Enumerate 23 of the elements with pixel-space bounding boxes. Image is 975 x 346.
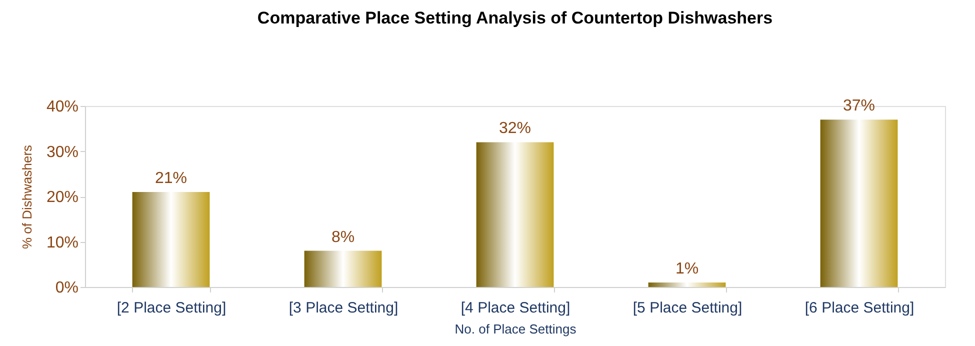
x-tick-label: [6 Place Setting] (804, 300, 914, 316)
data-label: 1% (675, 260, 699, 278)
y-tick-label: 20% (46, 189, 78, 206)
bar (304, 250, 382, 287)
x-tick-label: [5 Place Setting] (632, 300, 742, 316)
data-label: 37% (842, 98, 876, 115)
y-tick-label: 10% (46, 234, 78, 252)
x-tick-label: [3 Place Setting] (288, 300, 398, 316)
bar (648, 282, 726, 287)
y-tick-label: 40% (46, 98, 78, 116)
data-label: 21% (154, 170, 188, 187)
chart-title: Comparative Place Setting Analysis of Countertop Dishwashers (257, 8, 773, 28)
y-axis-title: % of Dishwashers (19, 144, 34, 250)
x-axis-title: No. of Place Settings (454, 322, 577, 336)
bar (820, 120, 898, 287)
y-tick-label: 0% (55, 280, 78, 296)
bar (476, 142, 554, 287)
x-tick-label: [2 Place Setting] (116, 300, 226, 316)
x-tick-label: [4 Place Setting] (460, 300, 570, 316)
y-tick-label: 30% (46, 144, 78, 161)
data-label: 8% (331, 228, 355, 246)
data-label: 32% (498, 120, 532, 138)
bar (132, 192, 210, 287)
